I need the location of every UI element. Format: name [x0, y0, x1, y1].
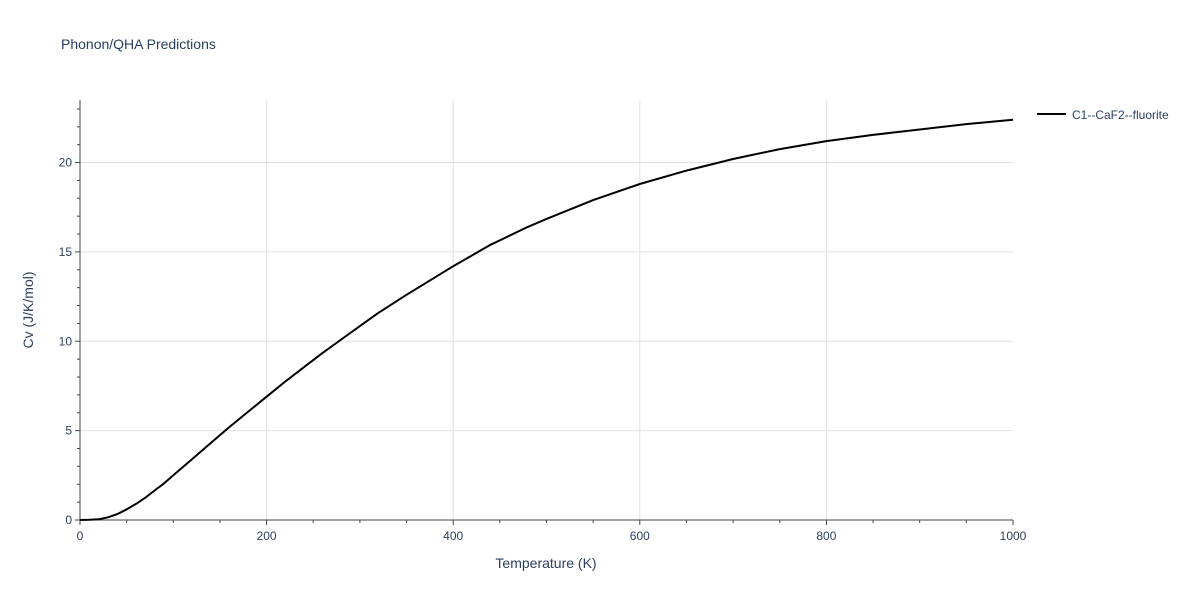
- chart-title: Phonon/QHA Predictions: [61, 36, 216, 52]
- y-tick-label: 10: [59, 334, 73, 348]
- series-line: [79, 118, 1014, 521]
- legend[interactable]: C1--CaF2--fluorite: [1037, 108, 1169, 122]
- x-tick-label: 0: [77, 529, 84, 543]
- grid-lines: [80, 100, 1013, 520]
- series-layer: [79, 118, 1014, 521]
- axes: [75, 100, 1014, 525]
- y-axis-title: Cv (J/K/mol): [20, 272, 36, 349]
- x-tick-label: 800: [816, 529, 836, 543]
- x-tick-label: 1000: [1000, 529, 1027, 543]
- y-tick-label: 20: [59, 156, 73, 170]
- x-tick-label: 200: [257, 529, 277, 543]
- legend-label[interactable]: C1--CaF2--fluorite: [1072, 108, 1169, 122]
- y-tick-label: 15: [59, 245, 73, 259]
- x-tick-label: 400: [443, 529, 463, 543]
- y-tick-label: 5: [65, 424, 72, 438]
- x-axis-title: Temperature (K): [495, 555, 596, 571]
- y-tick-label: 0: [65, 513, 72, 527]
- x-tick-label: 600: [630, 529, 650, 543]
- tick-labels: 0 200 400 600 800 1000 0 5 10 15 20: [59, 156, 1027, 543]
